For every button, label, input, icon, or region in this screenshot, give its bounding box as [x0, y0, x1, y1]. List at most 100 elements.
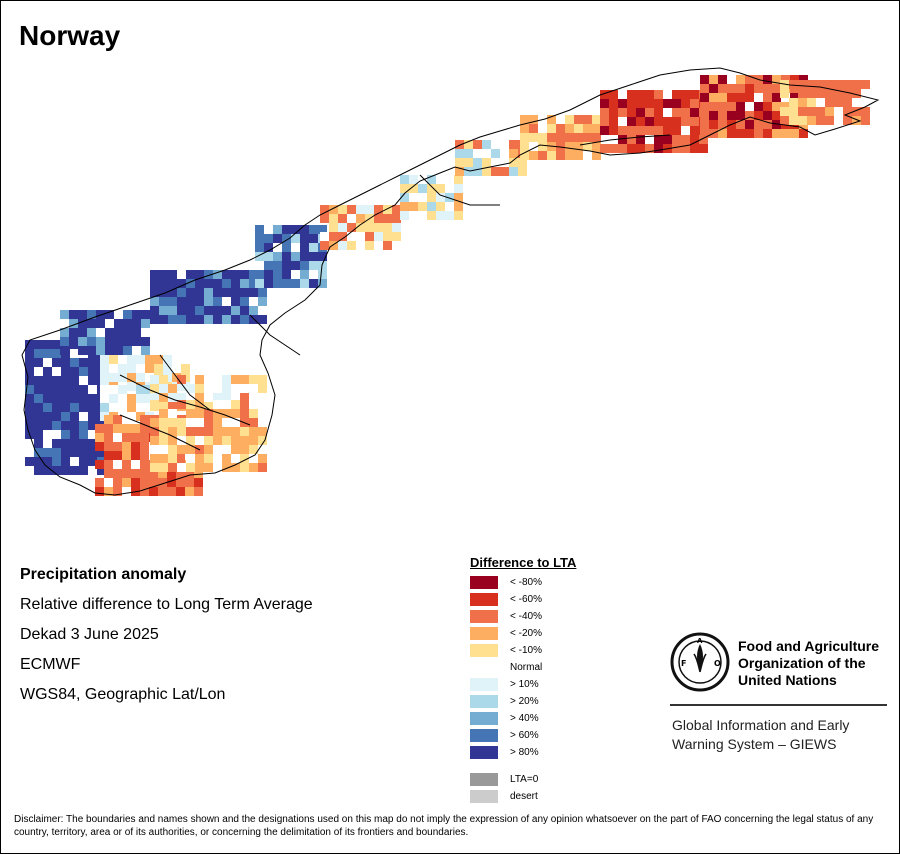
map-cell: [186, 445, 195, 454]
map-cell: [240, 427, 249, 436]
map-cell: [482, 158, 491, 167]
map-cell: [43, 448, 52, 457]
map-cell: [222, 315, 231, 324]
map-cell: [618, 144, 627, 153]
legend-label: < -60%: [510, 594, 542, 605]
map-cell: [654, 144, 663, 153]
map-cell: [88, 358, 97, 367]
map-cell: [150, 297, 159, 306]
map-cell: [718, 120, 727, 129]
map-cell: [565, 133, 574, 142]
map-cell: [195, 288, 204, 297]
map-cell: [25, 385, 34, 394]
map-cell: [547, 133, 556, 142]
map-cell: [186, 288, 195, 297]
map-cell: [204, 270, 213, 279]
map-cell: [400, 193, 409, 202]
map-cell: [365, 241, 374, 250]
legend-swatch: [470, 610, 498, 623]
map-cell: [177, 393, 186, 402]
map-cell: [798, 116, 807, 125]
map-cell: [154, 355, 163, 364]
legend-extra: LTA=0 desert: [470, 771, 650, 805]
map-cell: [409, 202, 418, 211]
map-cell: [213, 306, 222, 315]
map-cell: [799, 75, 808, 84]
map-cell: [736, 102, 745, 111]
map-cell: [636, 99, 645, 108]
map-cell: [418, 193, 427, 202]
map-cell: [231, 297, 240, 306]
legend-swatch: [470, 790, 498, 803]
map-cell: [282, 279, 291, 288]
map-cell: [709, 120, 718, 129]
map-cell: [681, 99, 690, 108]
map-cell: [185, 469, 194, 478]
map-cell: [264, 243, 273, 252]
map-cell: [195, 375, 204, 384]
map-cell: [255, 270, 264, 279]
map-cell: [213, 375, 222, 384]
map-cell: [834, 98, 843, 107]
map-cell: [149, 469, 158, 478]
map-cell: [88, 376, 97, 385]
map-cell: [763, 111, 772, 120]
map-cell: [25, 358, 34, 367]
map-cell: [78, 346, 87, 355]
map-cell: [186, 315, 195, 324]
map-cell: [231, 270, 240, 279]
map-cell: [79, 448, 88, 457]
map-cell: [291, 234, 300, 243]
map-cell: [690, 90, 699, 99]
map-cell: [249, 375, 258, 384]
map-cell: [258, 409, 267, 418]
map-cell: [172, 355, 181, 364]
map-cell: [222, 463, 231, 472]
map-cell: [88, 439, 97, 448]
map-cell: [654, 99, 663, 108]
map-cell: [672, 135, 681, 144]
map-cell: [347, 241, 356, 250]
map-cell: [70, 376, 79, 385]
legend: Difference to LTA < -80% < -60% < -40% < -2…: [470, 555, 650, 805]
map-cell: [529, 124, 538, 133]
map-cell: [176, 451, 185, 460]
map-cell: [718, 84, 727, 93]
map-cell: [104, 469, 113, 478]
map-cell: [168, 288, 177, 297]
map-cell: [95, 424, 104, 433]
map-cell: [592, 133, 601, 142]
map-cell: [177, 288, 186, 297]
map-cell: [159, 288, 168, 297]
map-cell: [763, 129, 772, 138]
map-cell: [574, 133, 583, 142]
map-cell: [781, 129, 790, 138]
map-cell: [790, 75, 799, 84]
map-cell: [150, 288, 159, 297]
map-cell: [136, 385, 145, 394]
map-cell: [195, 463, 204, 472]
map-cell: [509, 149, 518, 158]
map-cell: [258, 436, 267, 445]
legend-item: > 40%: [470, 710, 650, 727]
map-cell: [780, 116, 789, 125]
map-cell: [231, 315, 240, 324]
map-cell: [799, 129, 808, 138]
map-cell: [727, 93, 736, 102]
map-cell: [258, 418, 267, 427]
legend-item: < -20%: [470, 625, 650, 642]
map-cell: [654, 90, 663, 99]
map-cell: [538, 133, 547, 142]
map-cell: [240, 436, 249, 445]
map-cell: [574, 115, 583, 124]
map-cell: [790, 93, 799, 102]
map-cell: [789, 116, 798, 125]
map-cell: [34, 421, 43, 430]
map-cell: [222, 400, 231, 409]
map-cell: [240, 463, 249, 472]
map-cell: [409, 193, 418, 202]
map-cell: [159, 375, 168, 384]
map-cell: [159, 402, 168, 411]
map-cell: [718, 75, 727, 84]
map-cell: [79, 394, 88, 403]
